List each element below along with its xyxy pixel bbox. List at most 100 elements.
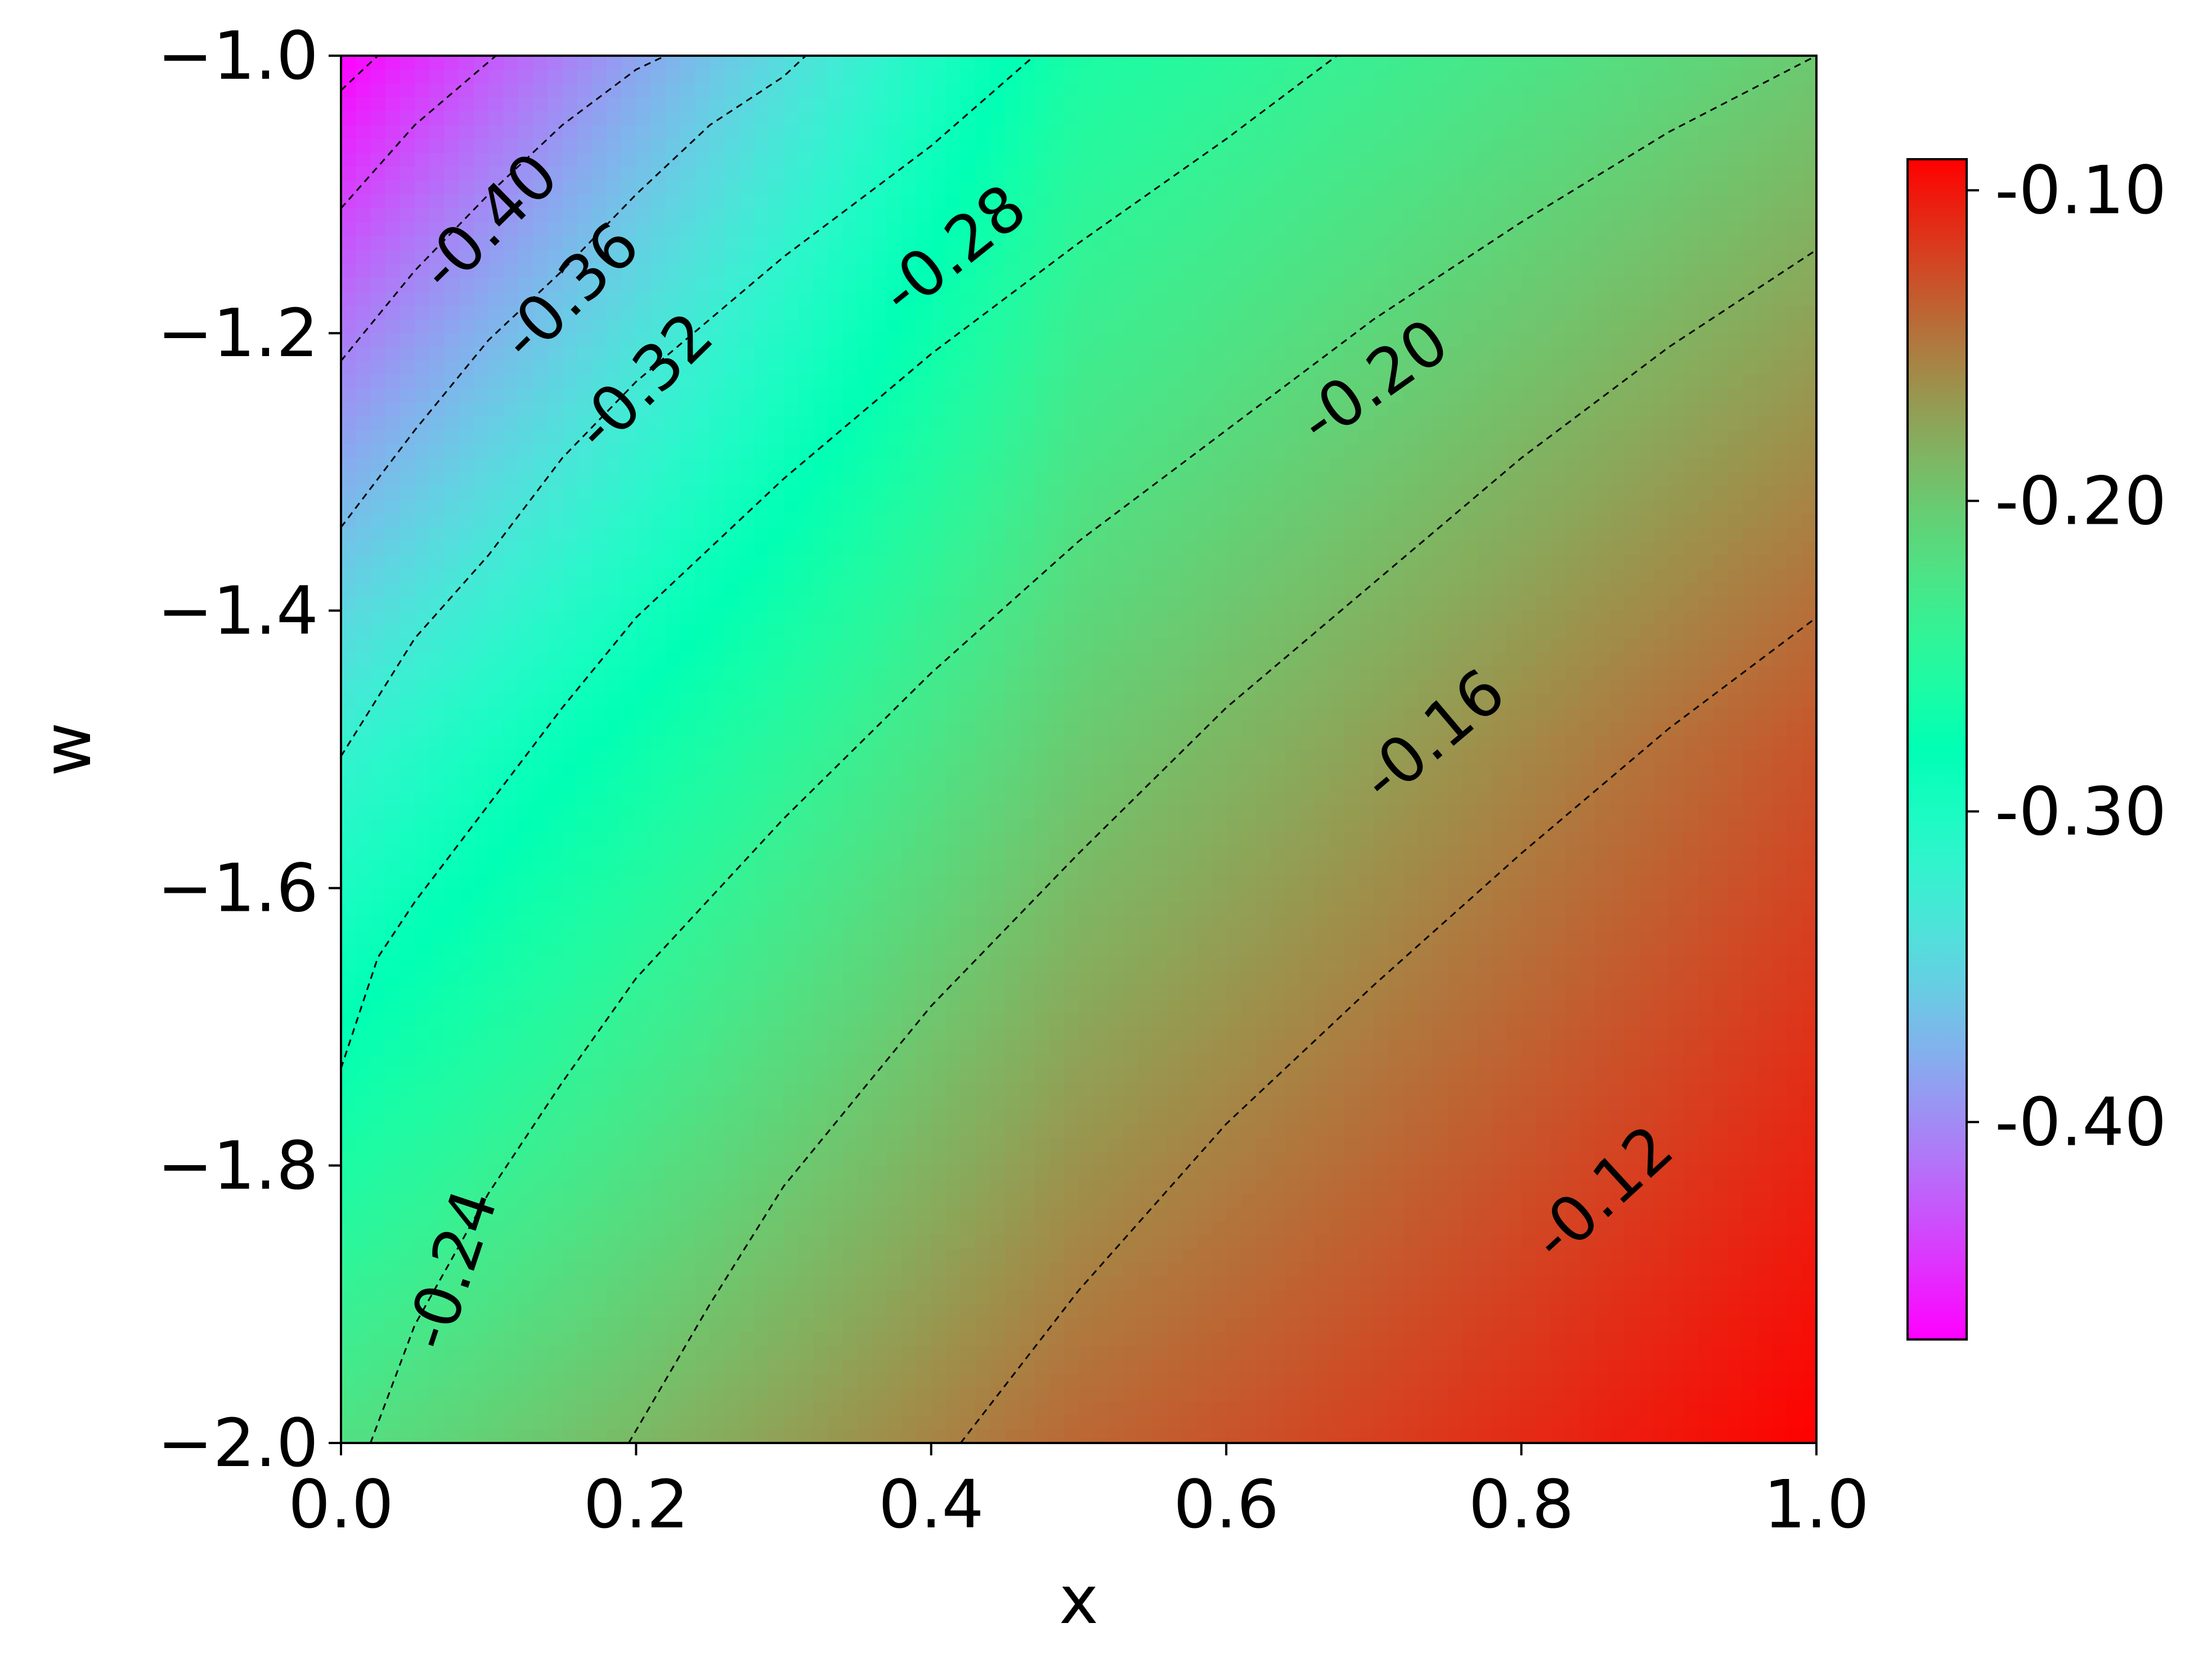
heatmap-cell xyxy=(591,319,607,334)
heatmap-cell xyxy=(710,375,725,389)
heatmap-cell xyxy=(606,1276,622,1291)
heatmap-cell xyxy=(857,985,873,1000)
heatmap-cell xyxy=(503,1207,519,1222)
heatmap-cell xyxy=(1004,388,1021,403)
heatmap-cell xyxy=(562,1346,578,1361)
heatmap-cell xyxy=(488,874,504,889)
heatmap-cell xyxy=(754,763,770,778)
heatmap-cell xyxy=(532,1040,549,1055)
heatmap-cell xyxy=(990,1221,1006,1236)
heatmap-cell xyxy=(415,1221,430,1236)
heatmap-cell xyxy=(842,790,858,806)
heatmap-cell xyxy=(473,430,490,445)
heatmap-cell xyxy=(532,56,549,70)
heatmap-cell xyxy=(636,1193,652,1208)
heatmap-cell xyxy=(562,430,578,445)
heatmap-cell xyxy=(636,596,652,612)
heatmap-cell xyxy=(400,721,416,736)
heatmap-cell xyxy=(1064,1262,1079,1278)
heatmap-cell xyxy=(931,1415,947,1430)
heatmap-cell xyxy=(754,666,770,681)
heatmap-cell xyxy=(503,1040,519,1055)
heatmap-cell xyxy=(1064,860,1079,875)
heatmap-cell xyxy=(1034,152,1050,168)
heatmap-cell xyxy=(783,347,799,362)
heatmap-cell xyxy=(473,832,490,847)
heatmap-cell xyxy=(548,69,563,84)
heatmap-cell xyxy=(769,1290,784,1305)
heatmap-cell xyxy=(591,915,607,930)
heatmap-cell xyxy=(385,915,401,930)
heatmap-cell xyxy=(1064,430,1079,445)
heatmap-cell xyxy=(887,638,903,653)
heatmap-cell xyxy=(503,97,519,112)
heatmap-cell xyxy=(459,929,474,945)
heatmap-cell xyxy=(400,1221,416,1236)
heatmap-cell xyxy=(503,1138,519,1153)
heatmap-cell xyxy=(650,735,666,750)
heatmap-cell xyxy=(901,943,917,958)
heatmap-cell xyxy=(1034,638,1050,653)
heatmap-cell xyxy=(857,1290,873,1305)
heatmap-cell xyxy=(577,1429,593,1443)
heatmap-cell xyxy=(518,874,533,889)
heatmap-cell xyxy=(562,874,578,889)
heatmap-cell xyxy=(813,1207,829,1222)
heatmap-cell xyxy=(503,1373,519,1388)
heatmap-cell xyxy=(621,957,637,972)
heatmap-cell xyxy=(341,1429,357,1443)
heatmap-cell xyxy=(754,333,770,348)
heatmap-cell xyxy=(444,1013,460,1028)
heatmap-cell xyxy=(990,1304,1006,1319)
heatmap-cell xyxy=(946,888,962,903)
heatmap-cell xyxy=(931,902,947,916)
heatmap-cell xyxy=(754,1290,770,1305)
heatmap-cell xyxy=(724,1221,740,1236)
heatmap-cell xyxy=(473,583,490,597)
heatmap-cell xyxy=(1064,56,1079,70)
heatmap-cell xyxy=(946,527,962,542)
heatmap-cell xyxy=(710,1138,725,1153)
heatmap-cell xyxy=(1049,1152,1065,1166)
heatmap-cell xyxy=(857,430,873,445)
heatmap-cell xyxy=(695,277,711,293)
heatmap-cell xyxy=(621,1318,637,1333)
heatmap-cell xyxy=(532,208,549,223)
heatmap-cell xyxy=(961,56,976,70)
heatmap-cell xyxy=(872,943,888,958)
heatmap-cell xyxy=(562,652,578,667)
heatmap-cell xyxy=(1049,500,1065,514)
heatmap-cell xyxy=(370,1138,386,1153)
heatmap-cell xyxy=(1064,846,1079,861)
heatmap-cell xyxy=(872,222,888,237)
heatmap-cell xyxy=(798,152,814,168)
heatmap-cell xyxy=(1004,1165,1021,1180)
heatmap-cell xyxy=(901,846,917,861)
heatmap-cell xyxy=(695,1221,711,1236)
heatmap-cell xyxy=(665,957,681,972)
heatmap-cell xyxy=(385,1262,401,1278)
heatmap-cell xyxy=(798,624,814,639)
heatmap-cell xyxy=(503,638,519,653)
heatmap-cell xyxy=(946,416,962,431)
heatmap-cell xyxy=(591,513,607,528)
heatmap-cell xyxy=(739,83,755,98)
heatmap-cell xyxy=(961,819,976,833)
heatmap-cell xyxy=(813,361,829,376)
heatmap-cell xyxy=(473,680,490,695)
heatmap-cell xyxy=(975,527,991,542)
heatmap-cell xyxy=(665,915,681,930)
heatmap-cell xyxy=(916,596,932,612)
heatmap-cell xyxy=(636,1318,652,1333)
heatmap-cell xyxy=(813,111,829,126)
heatmap-cell xyxy=(769,1304,784,1319)
heatmap-cell xyxy=(1034,624,1050,639)
heatmap-cell xyxy=(946,1138,962,1153)
heatmap-cell xyxy=(887,1040,903,1055)
heatmap-cell xyxy=(695,1360,711,1374)
heatmap-cell xyxy=(621,832,637,847)
heatmap-cell xyxy=(415,957,430,972)
heatmap-cell xyxy=(975,555,991,570)
heatmap-cell xyxy=(695,1096,711,1111)
heatmap-cell xyxy=(415,347,430,362)
